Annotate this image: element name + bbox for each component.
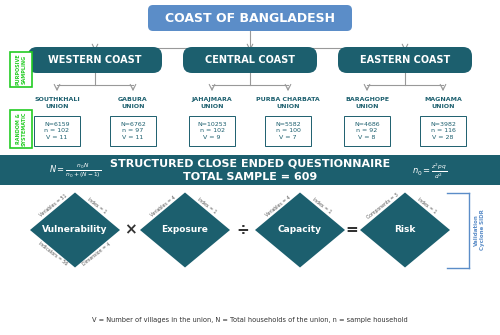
Text: Indicators = 56: Indicators = 56 [38,241,68,267]
Text: RANDOM &
SYSTEMATIC: RANDOM & SYSTEMATIC [16,112,26,146]
Text: Variables = 51: Variables = 51 [38,194,68,218]
Text: COAST OF BANGLADESH: COAST OF BANGLADESH [165,11,335,24]
FancyBboxPatch shape [0,155,500,185]
Text: Variables = 4: Variables = 4 [150,195,176,217]
Text: STRUCTURED CLOSE ENDED QUESTIONNAIRE
TOTAL SAMPLE = 609: STRUCTURED CLOSE ENDED QUESTIONNAIRE TOT… [110,158,390,182]
Polygon shape [255,193,345,268]
Text: $N = \frac{n_0 N}{n_0+(N-1)}$: $N = \frac{n_0 N}{n_0+(N-1)}$ [49,162,101,180]
Text: Index = 1: Index = 1 [196,197,218,215]
Text: Variables = 4: Variables = 4 [264,195,291,217]
FancyBboxPatch shape [148,5,352,31]
Text: Components = 3: Components = 3 [366,192,400,220]
Text: N=6762
n = 97
V = 11: N=6762 n = 97 V = 11 [120,122,146,140]
Text: Risk: Risk [394,225,415,234]
Text: Exposure: Exposure [162,225,208,234]
Polygon shape [140,193,230,268]
FancyBboxPatch shape [420,116,466,146]
Text: PURPOSIVE
SAMPLING: PURPOSIVE SAMPLING [16,54,26,85]
Text: ×: × [124,222,136,238]
Text: SOUTHKHALI
UNION: SOUTHKHALI UNION [34,97,80,109]
FancyBboxPatch shape [34,116,80,146]
Polygon shape [360,193,450,268]
Text: WESTERN COAST: WESTERN COAST [48,55,142,65]
Text: GABURA
UNION: GABURA UNION [118,97,148,109]
Text: N=3982
n = 116
V = 28: N=3982 n = 116 V = 28 [430,122,456,140]
Text: ÷: ÷ [236,222,250,238]
Text: EASTERN COAST: EASTERN COAST [360,55,450,65]
FancyBboxPatch shape [189,116,235,146]
FancyBboxPatch shape [28,47,162,73]
Polygon shape [30,193,120,268]
FancyBboxPatch shape [183,47,317,73]
FancyBboxPatch shape [344,116,390,146]
Text: Validation
Cyclone SIDR: Validation Cyclone SIDR [474,210,485,251]
Text: $n_0 = \frac{z^2pq}{d^2}$: $n_0 = \frac{z^2pq}{d^2}$ [412,161,448,181]
FancyBboxPatch shape [10,110,32,148]
Text: PURBA CHARBATA
UNION: PURBA CHARBATA UNION [256,97,320,109]
Text: N=5582
n = 100
V = 7: N=5582 n = 100 V = 7 [275,122,301,140]
Text: Index = 1: Index = 1 [312,197,332,215]
Text: MAGNAMA
UNION: MAGNAMA UNION [424,97,462,109]
Text: Capacity: Capacity [278,225,322,234]
Text: N=10253
n = 102
V = 9: N=10253 n = 102 V = 9 [197,122,227,140]
FancyBboxPatch shape [10,52,32,87]
Text: Dimension = 4: Dimension = 4 [82,242,112,267]
Text: JAHAJMARA
UNION: JAHAJMARA UNION [192,97,232,109]
Text: N=6159
n = 102
V = 11: N=6159 n = 102 V = 11 [44,122,70,140]
Text: V = Number of villages in the union, N = Total households of the union, n = samp: V = Number of villages in the union, N =… [92,317,408,323]
FancyBboxPatch shape [110,116,156,146]
Text: =: = [346,222,358,238]
Text: Vulnerability: Vulnerability [42,225,108,234]
Text: N=4686
n = 92
V = 8: N=4686 n = 92 V = 8 [354,122,380,140]
FancyBboxPatch shape [338,47,472,73]
Text: Index = 1: Index = 1 [416,197,438,215]
Text: CENTRAL COAST: CENTRAL COAST [205,55,295,65]
Text: Index = 1: Index = 1 [86,197,108,215]
Text: BARAGHOPE
UNION: BARAGHOPE UNION [345,97,389,109]
FancyBboxPatch shape [265,116,311,146]
